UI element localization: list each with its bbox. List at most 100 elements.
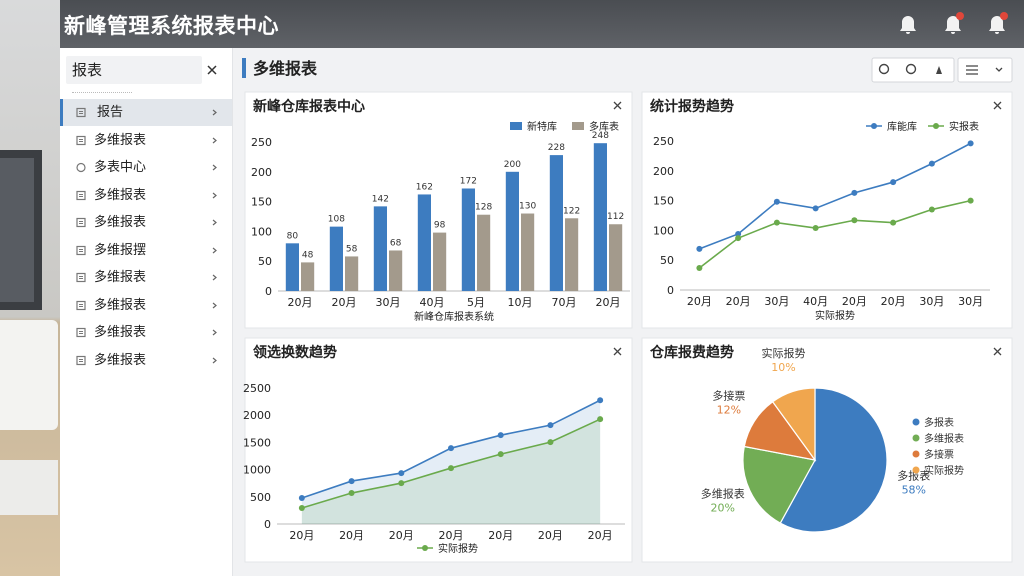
y-tick-label: 2500 bbox=[243, 382, 271, 395]
x-tick-label: 30月 bbox=[764, 295, 789, 308]
legend-label: 库能库 bbox=[887, 120, 917, 133]
area bbox=[301, 419, 601, 524]
monitor-screen bbox=[0, 158, 34, 302]
menu-item[interactable]: 多维报表 bbox=[60, 209, 232, 236]
notebook bbox=[0, 460, 58, 515]
point bbox=[967, 197, 974, 204]
x-tick-label: 20月 bbox=[339, 529, 364, 542]
bar bbox=[549, 155, 563, 291]
menu-label: 多维报表 bbox=[94, 352, 147, 368]
legend-swatch bbox=[933, 123, 939, 129]
slice-name: 多报表 bbox=[897, 468, 930, 482]
x-axis-label: 新峰仓库报表系统 bbox=[414, 310, 494, 323]
menu-item[interactable]: 多维报表 bbox=[60, 319, 232, 346]
menu-icons bbox=[76, 300, 217, 310]
y-tick-label: 250 bbox=[653, 135, 674, 148]
bell-icon[interactable] bbox=[945, 16, 961, 34]
legend-label: 实际报势 bbox=[924, 464, 964, 477]
legend-swatch bbox=[510, 122, 522, 130]
data-label: 80 bbox=[287, 231, 299, 241]
slice-name: 实际报势 bbox=[761, 346, 805, 360]
panel-title: 仓库报费趋势 bbox=[649, 344, 734, 361]
bar bbox=[329, 226, 343, 291]
y-tick-label: 1000 bbox=[243, 464, 271, 477]
y-tick-label: 1500 bbox=[243, 436, 271, 449]
menu-label: 多维报摆 bbox=[94, 242, 147, 258]
search-box[interactable]: 报表 bbox=[66, 56, 202, 84]
point bbox=[696, 264, 703, 271]
data-label: 248 bbox=[592, 131, 609, 141]
data-label: 98 bbox=[434, 221, 446, 231]
menu-icons bbox=[76, 272, 217, 283]
bar bbox=[461, 188, 475, 291]
data-label: 200 bbox=[504, 160, 521, 170]
menu-item[interactable]: 多维报表 bbox=[60, 264, 232, 291]
menu-item[interactable]: 多维报表 bbox=[60, 347, 232, 374]
panel-title: 统计报势趋势 bbox=[650, 98, 734, 115]
close-button[interactable] bbox=[613, 101, 622, 110]
bar bbox=[417, 194, 431, 291]
menu-item[interactable]: 多维报摆 bbox=[60, 237, 232, 264]
point bbox=[812, 205, 819, 212]
zoom-button[interactable] bbox=[905, 63, 917, 75]
point bbox=[398, 470, 405, 477]
sidebar: 报表 报告 多维报表 多表中心 多维报表 多维报表 多维报摆 多维报表 多维报表 多维报表 多维报… bbox=[60, 48, 233, 576]
menu-label: 多维报表 bbox=[94, 215, 147, 230]
menu-item[interactable]: 多表中心 bbox=[60, 154, 232, 181]
menu-icons bbox=[76, 327, 217, 338]
legend-swatch bbox=[871, 123, 877, 129]
point bbox=[773, 198, 780, 205]
y-tick-label: 150 bbox=[653, 195, 674, 208]
point bbox=[812, 225, 819, 232]
slice-label: 58% bbox=[902, 483, 926, 496]
bar bbox=[301, 262, 315, 291]
menu-item[interactable]: 报告 bbox=[60, 99, 232, 126]
y-tick-label: 50 bbox=[660, 254, 674, 267]
legend-swatch bbox=[912, 466, 920, 474]
data-label: 128 bbox=[475, 203, 492, 213]
point bbox=[890, 219, 897, 226]
bar bbox=[285, 243, 299, 291]
menu-item[interactable]: 多维报表 bbox=[60, 292, 232, 319]
legend-swatch bbox=[912, 450, 920, 458]
legend-swatch bbox=[422, 545, 428, 551]
close-button[interactable] bbox=[993, 101, 1002, 110]
x-tick-label: 30月 bbox=[958, 295, 983, 308]
search-button[interactable] bbox=[878, 63, 890, 75]
x-tick-label: 20月 bbox=[596, 296, 621, 309]
legend-label: 多接票 bbox=[924, 448, 954, 461]
title-accent bbox=[242, 58, 246, 78]
close-button[interactable] bbox=[613, 347, 622, 356]
bar bbox=[521, 213, 535, 291]
panel-title: 新峰仓库报表中心 bbox=[253, 98, 365, 115]
x-tick-label: 20月 bbox=[439, 529, 464, 542]
bell-icon[interactable] bbox=[900, 16, 916, 34]
filter-button[interactable] bbox=[936, 66, 942, 74]
data-label: 172 bbox=[460, 176, 477, 186]
bar bbox=[373, 206, 387, 291]
toolbar bbox=[871, 57, 1013, 83]
view-button[interactable] bbox=[957, 57, 1013, 83]
y-tick-label: 100 bbox=[251, 225, 272, 238]
point bbox=[497, 451, 504, 458]
menu-item[interactable]: 多维报表 bbox=[60, 127, 232, 154]
notification-icons bbox=[900, 12, 1008, 34]
point bbox=[348, 478, 355, 485]
data-label: 112 bbox=[607, 212, 624, 222]
menu-icons bbox=[76, 135, 217, 145]
panel bbox=[641, 91, 1013, 329]
point bbox=[597, 397, 604, 404]
bell-icon[interactable] bbox=[989, 16, 1005, 34]
legend-label: 多报表 bbox=[924, 416, 954, 429]
bar bbox=[345, 256, 359, 291]
point bbox=[928, 206, 935, 213]
close-button[interactable] bbox=[993, 347, 1002, 356]
menu-item[interactable]: 多维报表 bbox=[60, 182, 232, 209]
toolbar-group bbox=[871, 57, 955, 83]
legend-swatch bbox=[572, 122, 584, 130]
background-photo bbox=[0, 0, 60, 576]
menu-icons bbox=[76, 190, 217, 200]
app-title: 新峰管理系统报表中心 bbox=[64, 14, 279, 38]
clear-search[interactable] bbox=[206, 64, 218, 76]
y-tick-label: 0 bbox=[265, 285, 272, 298]
